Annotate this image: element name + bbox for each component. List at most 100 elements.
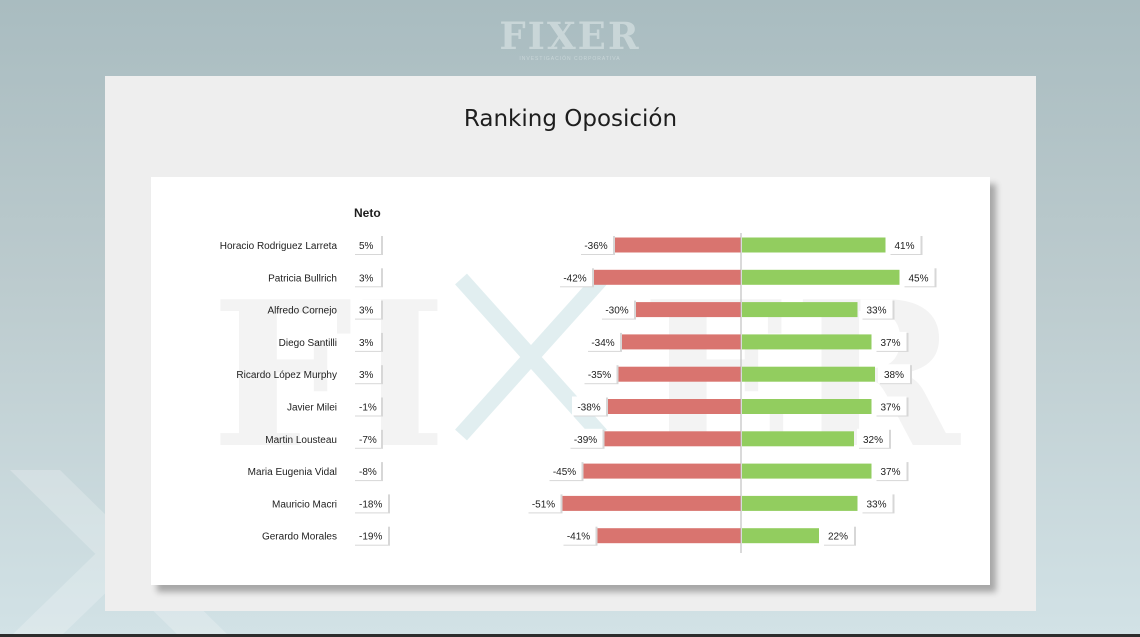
neto-label-bg — [353, 267, 381, 287]
positive-value-label: 45% — [908, 273, 928, 284]
neto-label-bg — [353, 235, 381, 254]
neto-label-box: 3% — [353, 364, 383, 385]
slide: Ranking Oposición FI ER Neto Horacio Rod… — [105, 76, 1036, 611]
chart-row: Horacio Rodriguez Larreta 5% -36% 41% — [220, 235, 923, 255]
neto-label-box: -1% — [353, 396, 383, 417]
neto-label-box: -19% — [353, 525, 390, 546]
positive-bar — [742, 334, 872, 350]
slide-title: Ranking Oposición — [463, 106, 678, 132]
chart-row: Patricia Bullrich 3% -42% 45% — [268, 267, 937, 288]
positive-bar — [742, 463, 872, 479]
positive-value-label-bg — [874, 331, 907, 351]
negative-value-label-bg — [579, 235, 613, 254]
brand-logo: FIXER INVESTIGACIÓN CORPORATIVA — [470, 16, 670, 62]
neto-label-box: -7% — [353, 428, 383, 449]
category-label: Mauricio Macri — [272, 499, 337, 510]
negative-value-label-box: -35% — [582, 364, 619, 385]
positive-value-label-bg — [874, 396, 907, 416]
neto-label-bg — [353, 396, 381, 416]
positive-bar — [742, 237, 886, 253]
category-label: Horacio Rodriguez Larreta — [220, 241, 338, 252]
positive-bar — [742, 302, 858, 318]
negative-bar — [618, 366, 741, 382]
positive-value-label-bg — [822, 525, 854, 545]
category-label: Ricardo López Murphy — [236, 370, 337, 381]
negative-bar — [597, 528, 741, 544]
positive-bar — [742, 269, 900, 285]
neto-label: -8% — [359, 467, 377, 478]
negative-value-label: -51% — [532, 499, 555, 510]
category-label: Diego Santilli — [279, 338, 337, 349]
negative-value-label-box: -38% — [572, 396, 608, 417]
neto-label: 3% — [359, 370, 374, 381]
neto-label: -7% — [359, 435, 377, 446]
positive-value-label-box: 37% — [874, 461, 909, 482]
positive-value-label: 32% — [863, 435, 883, 446]
chart-rows: Horacio Rodriguez Larreta 5% -36% 41% Patric… — [220, 235, 937, 546]
negative-bar — [636, 302, 741, 318]
neto-label-box: 5% — [353, 235, 383, 255]
neto-label-bg — [353, 525, 388, 545]
positive-value-label: 37% — [880, 467, 900, 478]
chart-row: Martin Lousteau -7% -39% 32% — [265, 428, 891, 449]
negative-value-label: -42% — [563, 273, 586, 284]
negative-bar — [604, 431, 741, 447]
negative-value-label-box: -39% — [568, 428, 605, 449]
neto-label-bg — [353, 364, 381, 384]
negative-bar — [608, 399, 741, 414]
category-label: Javier Milei — [287, 403, 337, 414]
neto-label-box: 3% — [353, 331, 383, 352]
positive-value-label-box: 45% — [902, 267, 937, 288]
negative-value-label-box: -36% — [579, 235, 615, 255]
brand-logo-text: FIXER — [499, 14, 641, 58]
neto-label-bg — [353, 299, 381, 319]
neto-label-bg — [353, 461, 381, 481]
negative-value-label: -45% — [553, 467, 576, 478]
positive-value-label-box: 33% — [860, 493, 895, 514]
positive-value-label-bg — [888, 235, 921, 254]
negative-bar — [583, 463, 741, 479]
neto-label: 3% — [359, 306, 374, 317]
neto-label-box: -18% — [353, 493, 390, 514]
negative-value-label-bg — [586, 331, 620, 351]
negative-value-label-bg — [561, 525, 596, 545]
neto-label-bg — [353, 331, 381, 351]
positive-value-label-bg — [860, 299, 893, 319]
chart-row: Maria Eugenia Vidal -8% -45% 37% — [248, 461, 909, 482]
negative-value-label-box: -41% — [561, 525, 598, 546]
positive-bar — [742, 431, 854, 447]
neto-label-bg — [353, 428, 381, 448]
negative-value-label: -39% — [574, 435, 597, 446]
negative-value-label-bg — [558, 267, 592, 287]
positive-bar — [742, 495, 858, 511]
positive-value-label-box: 41% — [888, 235, 923, 255]
positive-value-label: 37% — [880, 338, 900, 349]
negative-value-label: -36% — [584, 241, 607, 252]
category-label: Gerardo Morales — [262, 532, 337, 543]
negative-value-label-bg — [568, 428, 603, 448]
ranking-chart: FI ER Neto Horacio Rodriguez Larreta5%-3… — [211, 206, 961, 553]
category-label: Maria Eugenia Vidal — [248, 467, 337, 478]
positive-value-label-box: 38% — [878, 364, 912, 385]
chart-row: Mauricio Macri -18% -51% 33% — [272, 493, 895, 514]
positive-value-label: 41% — [894, 241, 914, 252]
card-watermark-left: FI — [211, 258, 447, 493]
negative-bar — [562, 495, 741, 511]
negative-value-label-bg — [526, 493, 561, 513]
positive-value-label-box: 37% — [874, 331, 909, 352]
positive-value-label: 33% — [866, 499, 886, 510]
category-label: Patricia Bullrich — [268, 273, 337, 284]
chart-row: Ricardo López Murphy 3% -35% 38% — [236, 364, 912, 385]
bottom-strip — [0, 634, 1140, 637]
negative-value-label: -38% — [577, 403, 600, 414]
neto-label: 3% — [359, 338, 374, 349]
negative-value-label-bg — [582, 364, 617, 384]
negative-bar — [622, 334, 741, 350]
negative-value-label-box: -42% — [558, 267, 594, 288]
negative-value-label-bg — [572, 396, 606, 416]
chart-row: Javier Milei -1% -38% 37% — [287, 396, 909, 417]
negative-value-label: -34% — [591, 338, 614, 349]
chart-row: Alfredo Cornejo 3% -30% 33% — [268, 299, 895, 320]
negative-value-label-box: -45% — [547, 461, 584, 482]
chart-card: FI ER Neto Horacio Rodriguez Larreta5%-3… — [151, 177, 990, 585]
